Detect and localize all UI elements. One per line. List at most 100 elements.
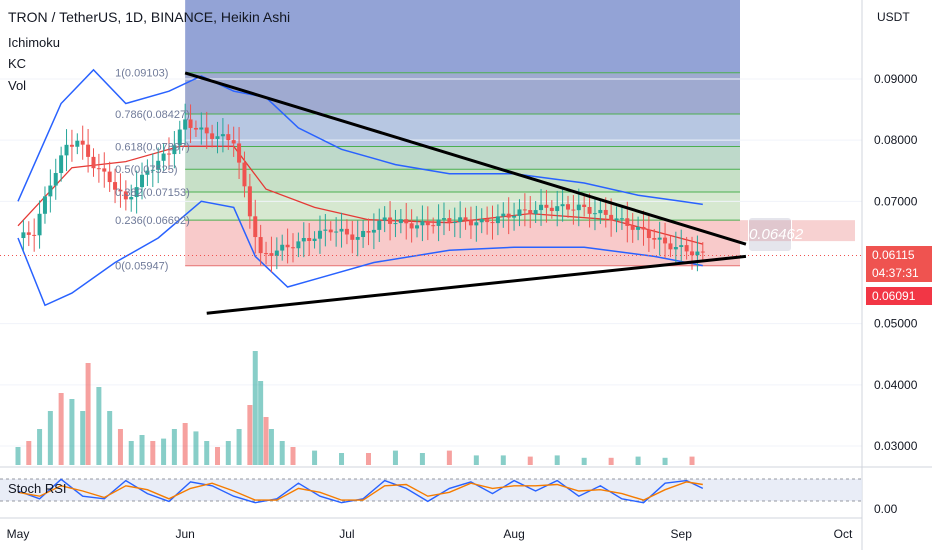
fib-zone-overlay — [185, 72, 740, 115]
volume-bar-29 — [312, 450, 318, 465]
candle-105 — [582, 204, 587, 207]
indicator-kc[interactable]: KC — [8, 56, 27, 71]
volume-bar-9 — [107, 411, 113, 465]
candle-100 — [555, 206, 560, 212]
volume-bar-3 — [47, 411, 53, 465]
candle-85 — [474, 222, 479, 226]
candle-78 — [436, 219, 441, 226]
candle-21 — [129, 197, 134, 200]
fib-label-2: 0.618(0.07897) — [115, 141, 190, 153]
candle-87 — [485, 219, 490, 223]
volume-bar-2 — [37, 429, 43, 465]
candle-104 — [576, 204, 581, 211]
price-tick-2: 0.07000 — [874, 194, 918, 208]
candle-95 — [528, 210, 533, 215]
stoch-rsi-label[interactable]: Stoch RSI — [8, 481, 67, 496]
candle-9 — [64, 144, 69, 156]
candle-114 — [630, 225, 635, 230]
candle-38 — [220, 134, 225, 137]
candle-35 — [204, 127, 209, 134]
volume-bar-13 — [150, 441, 156, 465]
candle-29 — [172, 145, 177, 155]
candle-2 — [26, 232, 31, 235]
candle-60 — [339, 228, 344, 232]
fib-label-5: 0.236(0.06692) — [115, 215, 190, 227]
fib-label-1: 0.786(0.08427) — [115, 109, 190, 121]
candle-15 — [96, 168, 101, 170]
candle-106 — [587, 206, 592, 214]
candle-57 — [323, 229, 328, 231]
keltner-mid-line — [17, 145, 703, 245]
fib-zone-5 — [185, 220, 740, 266]
candle-66 — [371, 229, 376, 233]
volume-bar-17 — [193, 431, 199, 465]
fib-label-4: 0.382(0.07153) — [115, 187, 190, 199]
candle-31 — [183, 119, 188, 130]
price-tick-0: 0.09000 — [874, 72, 918, 86]
price-tick-5: 0.03000 — [874, 439, 918, 453]
fib-label-3: 0.5(0.07525) — [115, 164, 177, 176]
fib-zone-0 — [185, 72, 740, 115]
volume-bar-23 — [252, 351, 258, 465]
candle-12 — [80, 140, 85, 145]
candle-19 — [118, 189, 123, 192]
volume-bar-32 — [392, 450, 398, 465]
indicator-ichimoku[interactable]: Ichimoku — [8, 35, 61, 50]
candle-102 — [566, 204, 570, 210]
price-tick-3: 0.05000 — [874, 317, 918, 331]
candle-107 — [592, 213, 597, 215]
volume-bar-15 — [171, 429, 177, 465]
candle-67 — [377, 220, 382, 230]
low-price-tag: 0.06091 — [866, 287, 932, 305]
candle-86 — [479, 219, 484, 223]
price-tick-4: 0.04000 — [874, 378, 918, 392]
volume-bar-0 — [15, 447, 21, 465]
candle-49 — [280, 244, 285, 251]
candle-17 — [107, 171, 112, 183]
fib-label-6: 0(0.05947) — [115, 261, 168, 273]
candle-44 — [253, 216, 258, 238]
candle-69 — [388, 217, 393, 224]
candle-125 — [690, 251, 695, 256]
price-tick-1: 0.08000 — [874, 133, 918, 147]
trendline-descending — [184, 71, 747, 246]
candle-22 — [134, 187, 139, 198]
candle-92 — [512, 215, 517, 218]
stoch-tick-0: 0.00 — [874, 502, 898, 516]
candle-96 — [533, 210, 538, 215]
candle-18 — [113, 182, 118, 190]
candle-63 — [355, 236, 360, 240]
volume-bar-6 — [80, 411, 86, 465]
volume-bar-16 — [182, 423, 188, 465]
stoch-k-line — [17, 478, 704, 504]
candle-83 — [463, 217, 468, 221]
volume-bar-12 — [139, 435, 145, 465]
candle-110 — [609, 214, 614, 221]
volume-bar-14 — [161, 438, 167, 465]
volume-bar-28 — [290, 447, 296, 465]
candle-10 — [69, 144, 74, 147]
price-callout[interactable]: 0.06462 — [748, 217, 803, 252]
volume-bar-22 — [247, 405, 253, 465]
candle-34 — [199, 127, 204, 130]
candle-73 — [409, 223, 414, 229]
candle-120 — [663, 237, 668, 244]
candle-32 — [188, 119, 193, 128]
candle-123 — [679, 245, 684, 248]
fib-zone-extension — [740, 220, 855, 242]
time-tick-oct: Oct — [834, 527, 853, 541]
volume-bar-1 — [26, 441, 32, 465]
candle-81 — [452, 222, 457, 224]
candle-116 — [641, 226, 646, 230]
trendlines — [184, 71, 747, 315]
price-axis-unit[interactable]: USDT — [877, 10, 910, 24]
candle-121 — [668, 243, 673, 250]
candle-94 — [522, 209, 527, 211]
candle-127 — [700, 251, 705, 253]
time-tick-aug: Aug — [503, 527, 524, 541]
fib-zone-1 — [185, 114, 740, 147]
indicator-vol[interactable]: Vol — [8, 78, 27, 93]
volume-bar-24 — [258, 381, 264, 465]
